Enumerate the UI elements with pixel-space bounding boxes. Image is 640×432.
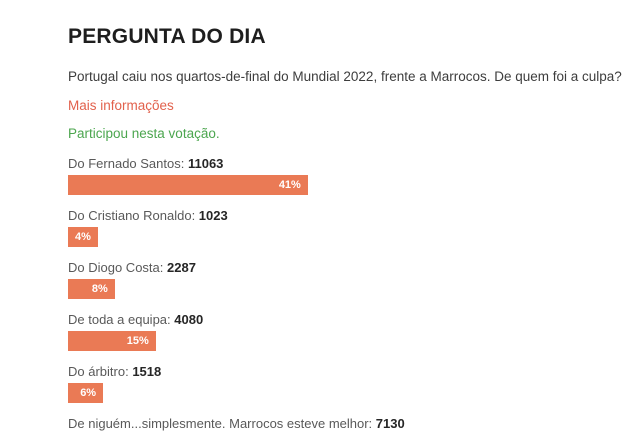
poll-option-row: De niguém...simplesmente. Marrocos estev…: [68, 416, 640, 432]
participation-status: Participou nesta votação.: [68, 126, 220, 141]
poll-option-row: De toda a equipa: 4080 15%: [68, 312, 640, 351]
result-bar: 41%: [68, 175, 308, 195]
poll-option-label: Do Diogo Costa: 2287: [68, 260, 640, 275]
poll-option-label: Do árbitro: 1518: [68, 364, 640, 379]
result-bar-track: 8%: [68, 279, 640, 299]
page-title: PERGUNTA DO DIA: [68, 25, 266, 48]
option-text: Do Cristiano Ronaldo:: [68, 208, 199, 223]
more-info-link[interactable]: Mais informações: [68, 98, 174, 113]
option-percent-label: 6%: [80, 387, 97, 399]
option-text: Do árbitro:: [68, 364, 133, 379]
result-bar: 15%: [68, 331, 156, 351]
option-text: Do Diogo Costa:: [68, 260, 167, 275]
option-text: Do Fernado Santos:: [68, 156, 188, 171]
poll-question: Portugal caiu nos quartos-de-final do Mu…: [68, 69, 622, 84]
result-bar: 8%: [68, 279, 115, 299]
result-bar-track: 6%: [68, 383, 640, 403]
option-vote-count: 7130: [375, 416, 405, 431]
option-vote-count: 2287: [167, 260, 196, 275]
poll-option-label: Do Fernado Santos: 11063: [68, 156, 640, 171]
option-vote-count: 1023: [198, 208, 228, 223]
option-percent-label: 15%: [126, 335, 149, 347]
result-bar: 4%: [68, 227, 98, 247]
result-bar-track: 4%: [68, 227, 640, 247]
option-percent-label: 8%: [91, 283, 108, 295]
option-percent-label: 4%: [75, 231, 91, 243]
option-text: De niguém...simplesmente. Marrocos estev…: [68, 416, 376, 431]
result-bar: 6%: [68, 383, 104, 403]
option-vote-count: 11063: [187, 156, 224, 171]
poll-option-label: Do Cristiano Ronaldo: 1023: [68, 208, 640, 223]
result-bar-track: 15%: [68, 331, 640, 351]
poll-option-row: Do árbitro: 1518 6%: [68, 364, 640, 403]
result-bar-track: 41%: [68, 175, 640, 195]
option-vote-count: 1518: [132, 364, 162, 379]
option-text: De toda a equipa:: [68, 312, 175, 327]
poll-option-row: Do Fernado Santos: 11063 41%: [68, 156, 640, 195]
option-vote-count: 4080: [174, 312, 204, 327]
option-percent-label: 41%: [278, 179, 301, 191]
poll-results-list: Do Fernado Santos: 11063 41% Do Cristian…: [68, 156, 640, 432]
poll-option-row: Do Cristiano Ronaldo: 1023 4%: [68, 208, 640, 247]
poll-option-label: De toda a equipa: 4080: [68, 312, 640, 327]
poll-option-row: Do Diogo Costa: 2287 8%: [68, 260, 640, 299]
poll-option-label: De niguém...simplesmente. Marrocos estev…: [68, 416, 640, 431]
